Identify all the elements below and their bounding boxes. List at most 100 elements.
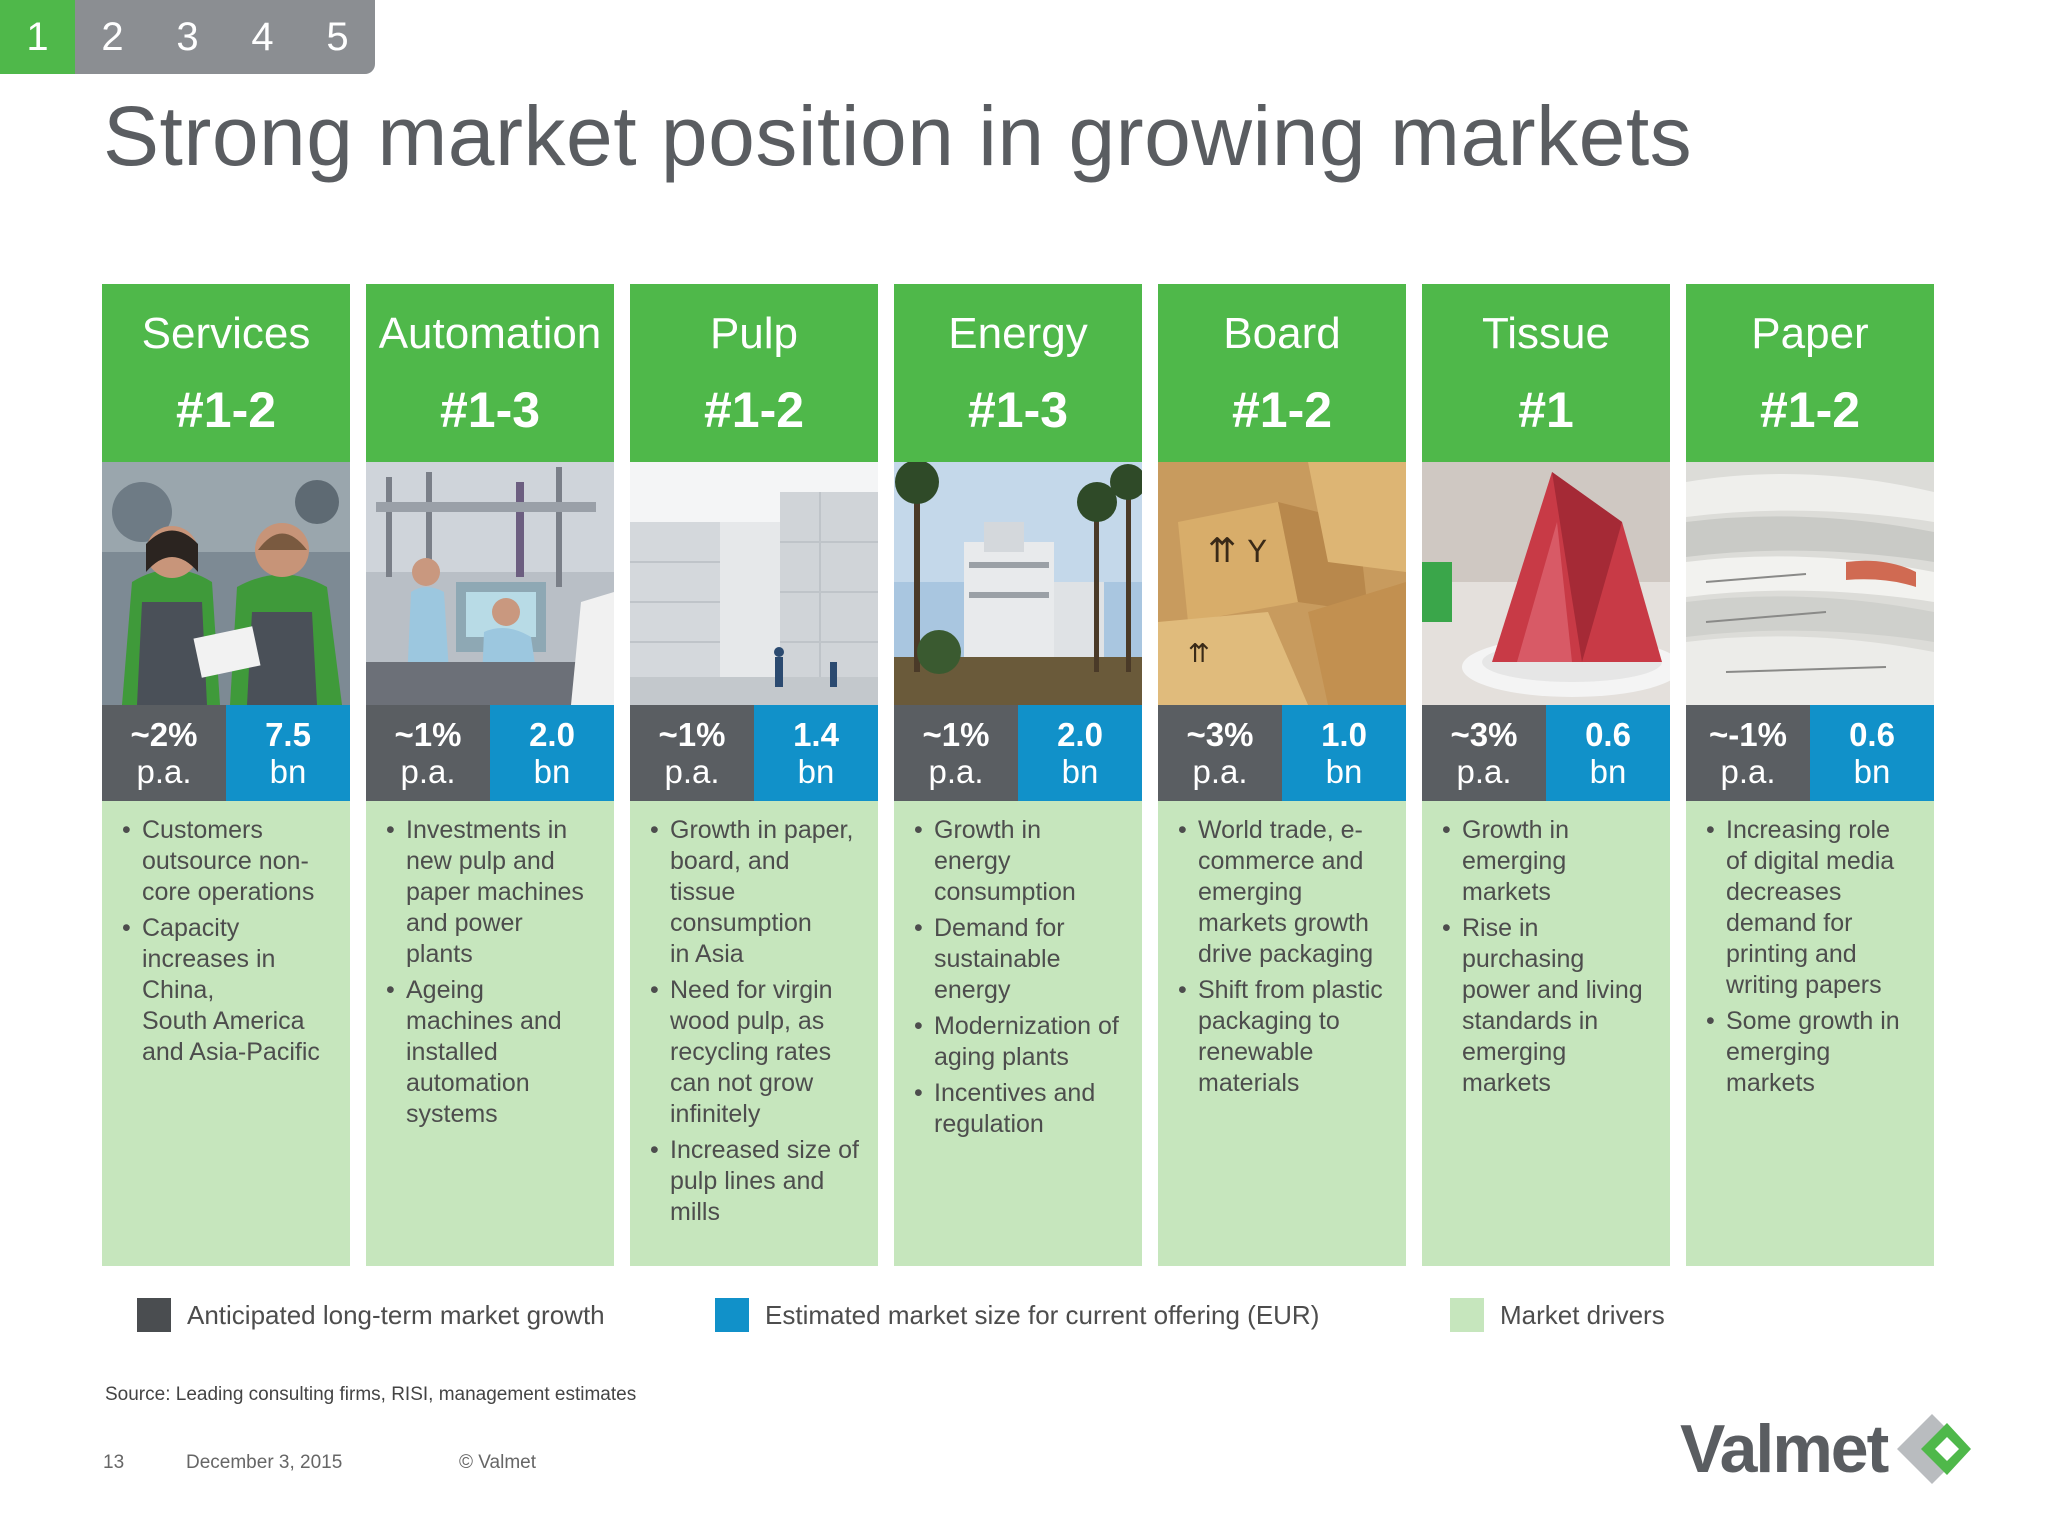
energy-photo <box>894 462 1142 705</box>
column-stats: ~3% p.a. 0.6 bn <box>1422 705 1670 801</box>
column-automation: Automation #1-3 <box>366 284 614 1266</box>
growth-stat: ~3% p.a. <box>1158 705 1282 801</box>
size-stat: 7.5 bn <box>226 705 350 801</box>
driver-item: Incentives and regulation <box>914 1078 1124 1140</box>
driver-item: Ageing machines and installed automation… <box>386 975 596 1130</box>
column-name: Pulp <box>709 309 799 358</box>
growth-stat: ~1% p.a. <box>630 705 754 801</box>
column-stats: ~1% p.a. 2.0 bn <box>366 705 614 801</box>
tab-5[interactable]: 5 <box>300 0 375 74</box>
growth-value: ~1% <box>394 716 462 753</box>
svg-text:Y: Y <box>1247 535 1267 570</box>
size-stat: 2.0 bn <box>490 705 614 801</box>
driver-item: Increasing role of digital media decreas… <box>1706 815 1916 1001</box>
size-value: 2.0 <box>529 716 575 753</box>
growth-value: ~3% <box>1450 716 1518 753</box>
column-stats: ~-1% p.a. 0.6 bn <box>1686 705 1934 801</box>
growth-value: ~-1% <box>1709 716 1787 753</box>
market-drivers: Increasing role of digital media decreas… <box>1686 801 1934 1266</box>
column-name: Services <box>141 309 311 358</box>
legend-swatch <box>137 1298 171 1332</box>
column-header: Paper #1-2 <box>1686 284 1934 462</box>
paper-photo <box>1686 462 1934 705</box>
column-header: Board #1-2 <box>1158 284 1406 462</box>
column-rank: #1 <box>1518 382 1574 438</box>
size-value: 1.4 <box>793 716 839 753</box>
driver-item: Investments in new pulp and paper machin… <box>386 815 596 970</box>
market-drivers: Growth in paper, board, and tissue consu… <box>630 801 878 1266</box>
driver-item: World trade, e-commerce and emerging mar… <box>1178 815 1388 970</box>
column-rank: #1-2 <box>1759 382 1861 438</box>
column-tissue: Tissue #1 ~3% p.a. 0.6 bn <box>1422 284 1670 1266</box>
size-unit: bn <box>1061 753 1099 790</box>
legend-item-drivers: Market drivers <box>1450 1298 1665 1332</box>
market-columns: Services #1-2 ~2% p. <box>102 284 1934 1266</box>
logo-text: Valmet <box>1680 1411 1889 1487</box>
column-rank: #1-2 <box>175 382 277 438</box>
column-energy: Energy #1-3 <box>894 284 1142 1266</box>
size-value: 7.5 <box>265 716 311 753</box>
growth-stat: ~-1% p.a. <box>1686 705 1810 801</box>
valmet-logo: Valmet <box>1680 1404 1980 1494</box>
source-note: Source: Leading consulting firms, RISI, … <box>105 1384 637 1405</box>
column-board: Board #1-2 ⇈ Y ⇈ ~3% p.a. 1. <box>1158 284 1406 1266</box>
driver-item: Shift from plastic packaging to renewabl… <box>1178 975 1388 1099</box>
growth-value: ~2% <box>130 716 198 753</box>
size-value: 1.0 <box>1321 716 1367 753</box>
growth-stat: ~2% p.a. <box>102 705 226 801</box>
driver-item: Growth in emerging markets <box>1442 815 1652 908</box>
column-rank: #1-2 <box>1231 382 1333 438</box>
legend-item-growth: Anticipated long-term market growth <box>137 1298 605 1332</box>
tab-1[interactable]: 1 <box>0 0 75 74</box>
growth-stat: ~1% p.a. <box>894 705 1018 801</box>
size-stat: 0.6 bn <box>1810 705 1934 801</box>
svg-text:⇈: ⇈ <box>1208 531 1237 571</box>
board-photo: ⇈ Y ⇈ <box>1158 462 1406 705</box>
growth-unit: p.a. <box>928 753 984 790</box>
pulp-photo <box>630 462 878 705</box>
footer-copyright: © Valmet <box>459 1452 537 1473</box>
size-unit: bn <box>533 753 571 790</box>
size-unit: bn <box>1589 753 1627 790</box>
size-value: 2.0 <box>1057 716 1103 753</box>
column-name: Automation <box>378 309 602 358</box>
driver-item: Rise in purchasing power and living stan… <box>1442 913 1652 1099</box>
growth-unit: p.a. <box>664 753 720 790</box>
column-header: Pulp #1-2 <box>630 284 878 462</box>
page-number: 13 <box>103 1452 125 1473</box>
size-value: 0.6 <box>1849 716 1895 753</box>
column-pulp: Pulp #1-2 <box>630 284 878 1266</box>
growth-value: ~3% <box>1186 716 1254 753</box>
services-photo <box>102 462 350 705</box>
legend-swatch <box>715 1298 749 1332</box>
legend-item-size: Estimated market size for current offeri… <box>715 1298 1319 1332</box>
column-rank: #1-2 <box>703 382 805 438</box>
tab-3[interactable]: 3 <box>150 0 225 74</box>
driver-item: Demand for sustainable energy <box>914 913 1124 1006</box>
driver-item: Customers outsource non-core operations <box>122 815 332 908</box>
growth-value: ~1% <box>658 716 726 753</box>
column-name: Board <box>1223 309 1341 358</box>
size-unit: bn <box>1325 753 1363 790</box>
column-name: Tissue <box>1482 309 1610 358</box>
market-drivers: Growth in emerging markets Rise in purch… <box>1422 801 1670 1266</box>
legend-swatch <box>1450 1298 1484 1332</box>
driver-item: Capacity increases in China, South Ameri… <box>122 913 332 1068</box>
tab-4[interactable]: 4 <box>225 0 300 74</box>
footer-date: December 3, 2015 <box>186 1452 343 1473</box>
size-stat: 0.6 bn <box>1546 705 1670 801</box>
growth-unit: p.a. <box>1192 753 1248 790</box>
column-services: Services #1-2 ~2% p. <box>102 284 350 1266</box>
legend-label: Market drivers <box>1500 1299 1665 1330</box>
market-drivers: Growth in energy consumption Demand for … <box>894 801 1142 1266</box>
tab-2[interactable]: 2 <box>75 0 150 74</box>
driver-item: Need for virgin wood pulp, as recycling … <box>650 975 860 1130</box>
page-title: Strong market position in growing market… <box>103 89 1693 183</box>
column-header: Energy #1-3 <box>894 284 1142 462</box>
column-paper: Paper #1-2 ~-1% p.a. 0.6 <box>1686 284 1934 1266</box>
market-drivers: Customers outsource non-core operations … <box>102 801 350 1266</box>
driver-item: Growth in paper, board, and tissue consu… <box>650 815 860 970</box>
column-stats: ~2% p.a. 7.5 bn <box>102 705 350 801</box>
automation-photo <box>366 462 614 705</box>
growth-stat: ~1% p.a. <box>366 705 490 801</box>
